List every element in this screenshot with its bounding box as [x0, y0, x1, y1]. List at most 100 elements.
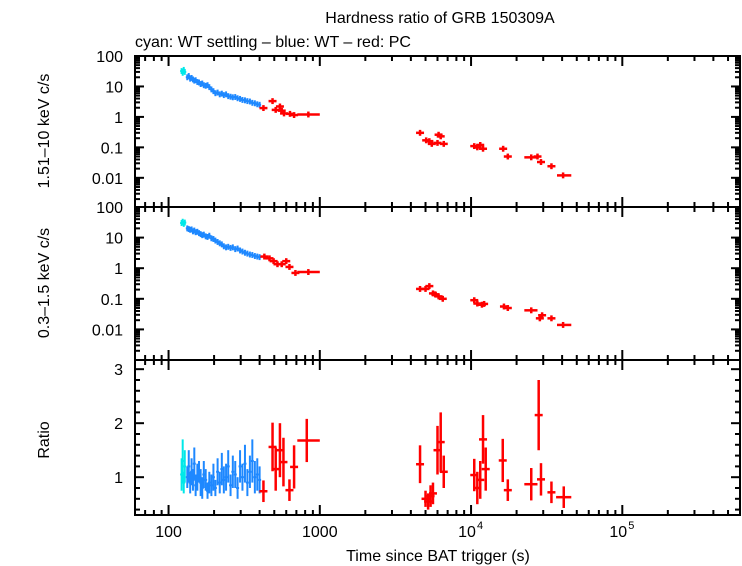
pc-data-point	[265, 255, 274, 262]
y-tick-label: 1	[114, 261, 123, 278]
wt-data-point	[245, 469, 249, 497]
pc-data-point	[260, 253, 269, 260]
pc-data-point	[481, 447, 490, 491]
wt-data-point	[236, 477, 240, 499]
pc-data-point	[416, 129, 425, 136]
y-tick-label: 0.1	[101, 140, 123, 157]
wt-data-point	[213, 479, 217, 497]
y-tick-label: 0.1	[101, 292, 123, 309]
wt-data-point	[224, 463, 228, 491]
wt-data-point	[207, 84, 211, 91]
wt-data-point	[250, 439, 254, 483]
pc-data-point	[538, 312, 547, 319]
pc-data-point	[476, 460, 485, 499]
pc-data-point	[425, 283, 434, 290]
pc-data-point	[297, 269, 320, 275]
pc-data-point	[436, 133, 445, 140]
pc-data-point	[524, 468, 538, 501]
x-tick-label: 10	[609, 524, 627, 541]
y-axis-label-hard: 1.51–10 keV c/s	[36, 74, 53, 189]
x-tick-label: 100	[155, 524, 182, 541]
panel-frame	[134, 55, 741, 208]
x-tick-exponent: 5	[628, 520, 634, 532]
panel-frame	[134, 359, 741, 516]
pc-data-point	[285, 479, 294, 501]
y-tick-label: 10	[105, 231, 123, 248]
wt-data-point	[245, 98, 249, 105]
pc-data-point	[536, 159, 545, 165]
pc-data-point	[434, 293, 443, 300]
pc-data-point	[476, 141, 485, 148]
wt-data-point	[253, 460, 257, 494]
pc-data-point	[297, 111, 320, 118]
pc-data-point	[438, 295, 447, 302]
wt-settling-data-point	[183, 450, 187, 483]
wt-data-point	[187, 450, 191, 483]
pc-data-point	[536, 463, 545, 496]
wt-data-point	[216, 458, 220, 486]
wt-data-point	[245, 250, 249, 257]
pc-data-point	[534, 379, 543, 451]
wt-data-point	[231, 455, 235, 488]
wt-data-point	[240, 97, 244, 103]
wt-data-point	[216, 89, 220, 96]
x-tick-label: 1000	[302, 524, 338, 541]
y-tick-label: 10	[105, 79, 123, 96]
pc-data-point	[556, 321, 572, 328]
pc-data-point	[503, 479, 512, 501]
y-axis-label-ratio: Ratio	[36, 421, 53, 458]
pc-data-point	[470, 297, 479, 304]
wt-data-point	[233, 94, 237, 100]
wt-settling-data-point	[183, 68, 187, 75]
wt-data-point	[224, 91, 228, 98]
pc-data-point	[439, 455, 448, 488]
wt-data-point	[209, 86, 213, 93]
wt-data-point	[213, 237, 217, 244]
pc-data-point	[277, 261, 286, 268]
wt-data-point	[231, 244, 235, 251]
wt-data-point	[258, 101, 262, 108]
pc-data-point	[285, 263, 294, 270]
pc-data-point	[271, 447, 280, 491]
pc-data-point	[498, 438, 507, 483]
pc-data-point	[279, 437, 288, 487]
wt-data-point	[218, 471, 222, 494]
y-tick-label: 100	[96, 200, 123, 217]
y-tick-label: 1	[114, 110, 123, 127]
wt-data-point	[243, 444, 247, 483]
pc-data-point	[428, 482, 437, 505]
wt-data-point	[229, 474, 233, 497]
wt-data-point	[218, 240, 222, 247]
wt-data-point	[240, 463, 244, 491]
wt-data-point	[240, 248, 244, 255]
pc-data-point	[259, 480, 268, 503]
wt-data-point	[248, 98, 252, 105]
wt-settling-data-point	[183, 219, 187, 226]
wt-data-point	[192, 447, 196, 480]
pc-data-point	[290, 112, 299, 119]
pc-data-point	[436, 412, 445, 472]
pc-data-point	[439, 140, 448, 147]
pc-data-point	[533, 153, 542, 160]
pc-data-point	[499, 145, 508, 152]
x-tick-exponent: 4	[477, 520, 483, 532]
wt-data-point	[220, 452, 224, 486]
pc-data-point	[297, 418, 320, 463]
wt-data-point	[222, 466, 226, 494]
wt-data-point	[238, 95, 242, 102]
wt-data-point	[222, 243, 226, 250]
wt-data-point	[233, 460, 237, 488]
pc-data-point	[503, 153, 512, 160]
wt-data-point	[216, 239, 220, 245]
y-tick-label: 0.01	[92, 322, 123, 339]
wt-data-point	[238, 450, 242, 483]
pc-data-point	[275, 103, 284, 110]
wt-data-point	[236, 245, 240, 252]
panel-frame	[134, 206, 741, 361]
pc-data-point	[480, 300, 489, 307]
pc-data-point	[282, 258, 291, 265]
x-tick-label: 10	[458, 524, 476, 541]
wt-data-point	[209, 474, 213, 497]
wt-settling-data-point	[181, 439, 185, 483]
